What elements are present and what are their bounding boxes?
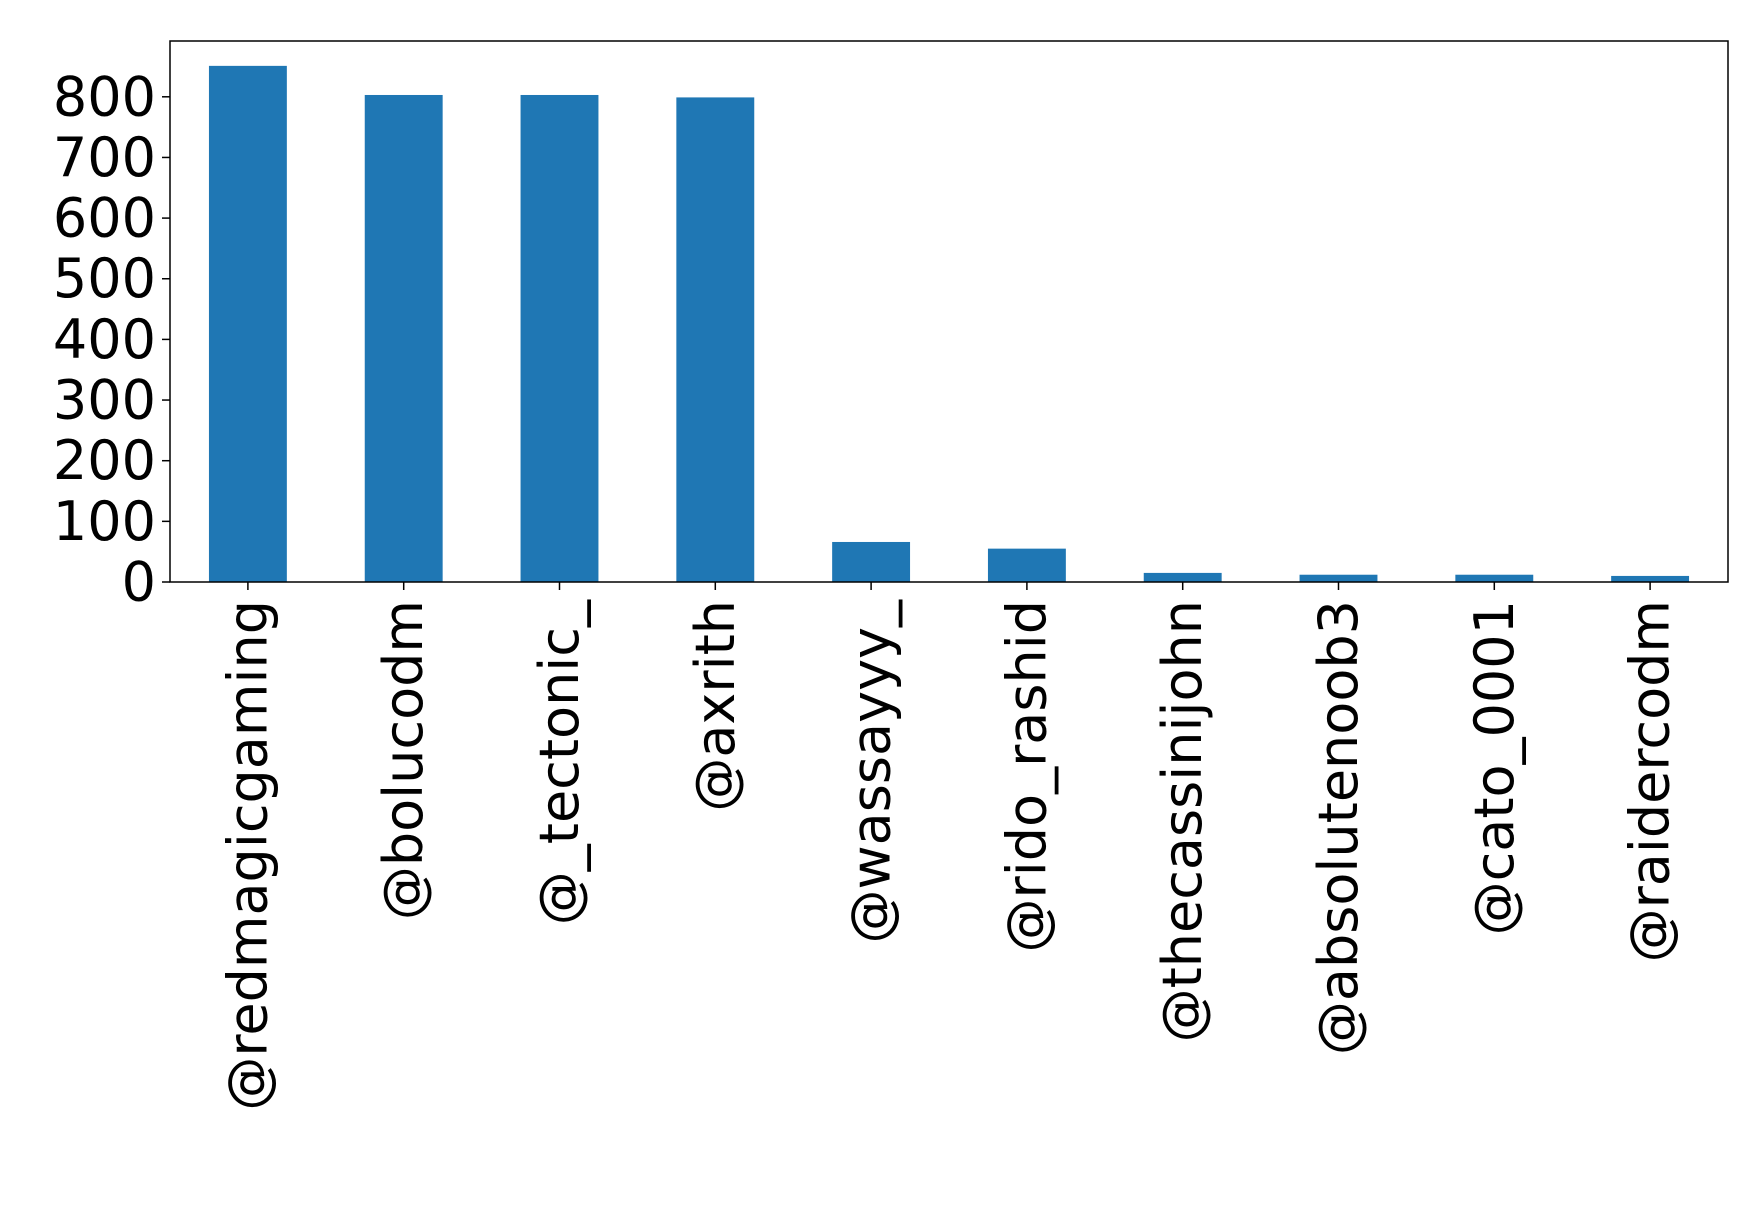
x-tick-label: @_tectonic_: [528, 599, 591, 925]
x-tick-label: @rido_rashid: [995, 600, 1058, 952]
x-tick-label: @raidercodm: [1619, 600, 1682, 962]
y-tick-label: 100: [53, 490, 156, 553]
bar: [364, 94, 443, 582]
x-tick-label: @thecassinijohn: [1151, 600, 1214, 1042]
bar: [1455, 574, 1534, 582]
x-tick-label: @axrith: [684, 600, 747, 812]
x-tick-label: @bolucodm: [372, 600, 435, 920]
bar: [987, 548, 1066, 582]
bar: [676, 97, 755, 582]
bar: [832, 541, 911, 582]
bar: [520, 94, 599, 582]
y-tick-label: 400: [53, 308, 156, 371]
y-tick-label: 700: [53, 126, 156, 189]
y-tick-label: 500: [53, 247, 156, 310]
x-tick-label: @redmagicgaming: [216, 600, 279, 1111]
bar: [1299, 574, 1378, 582]
plot-frame: [169, 40, 1729, 583]
bar: [1611, 575, 1690, 582]
x-tick-label: @wassayyy_: [840, 599, 903, 943]
x-tick-label: @absolutenoob3: [1307, 600, 1370, 1055]
y-tick-label: 800: [53, 65, 156, 128]
y-tick-label: 0: [122, 551, 156, 614]
y-tick-label: 300: [53, 369, 156, 432]
bar: [208, 65, 287, 583]
y-tick-label: 600: [53, 187, 156, 250]
bar: [1143, 572, 1222, 582]
y-tick-label: 200: [53, 429, 156, 492]
x-tick-label: @cato_0001: [1463, 600, 1526, 935]
